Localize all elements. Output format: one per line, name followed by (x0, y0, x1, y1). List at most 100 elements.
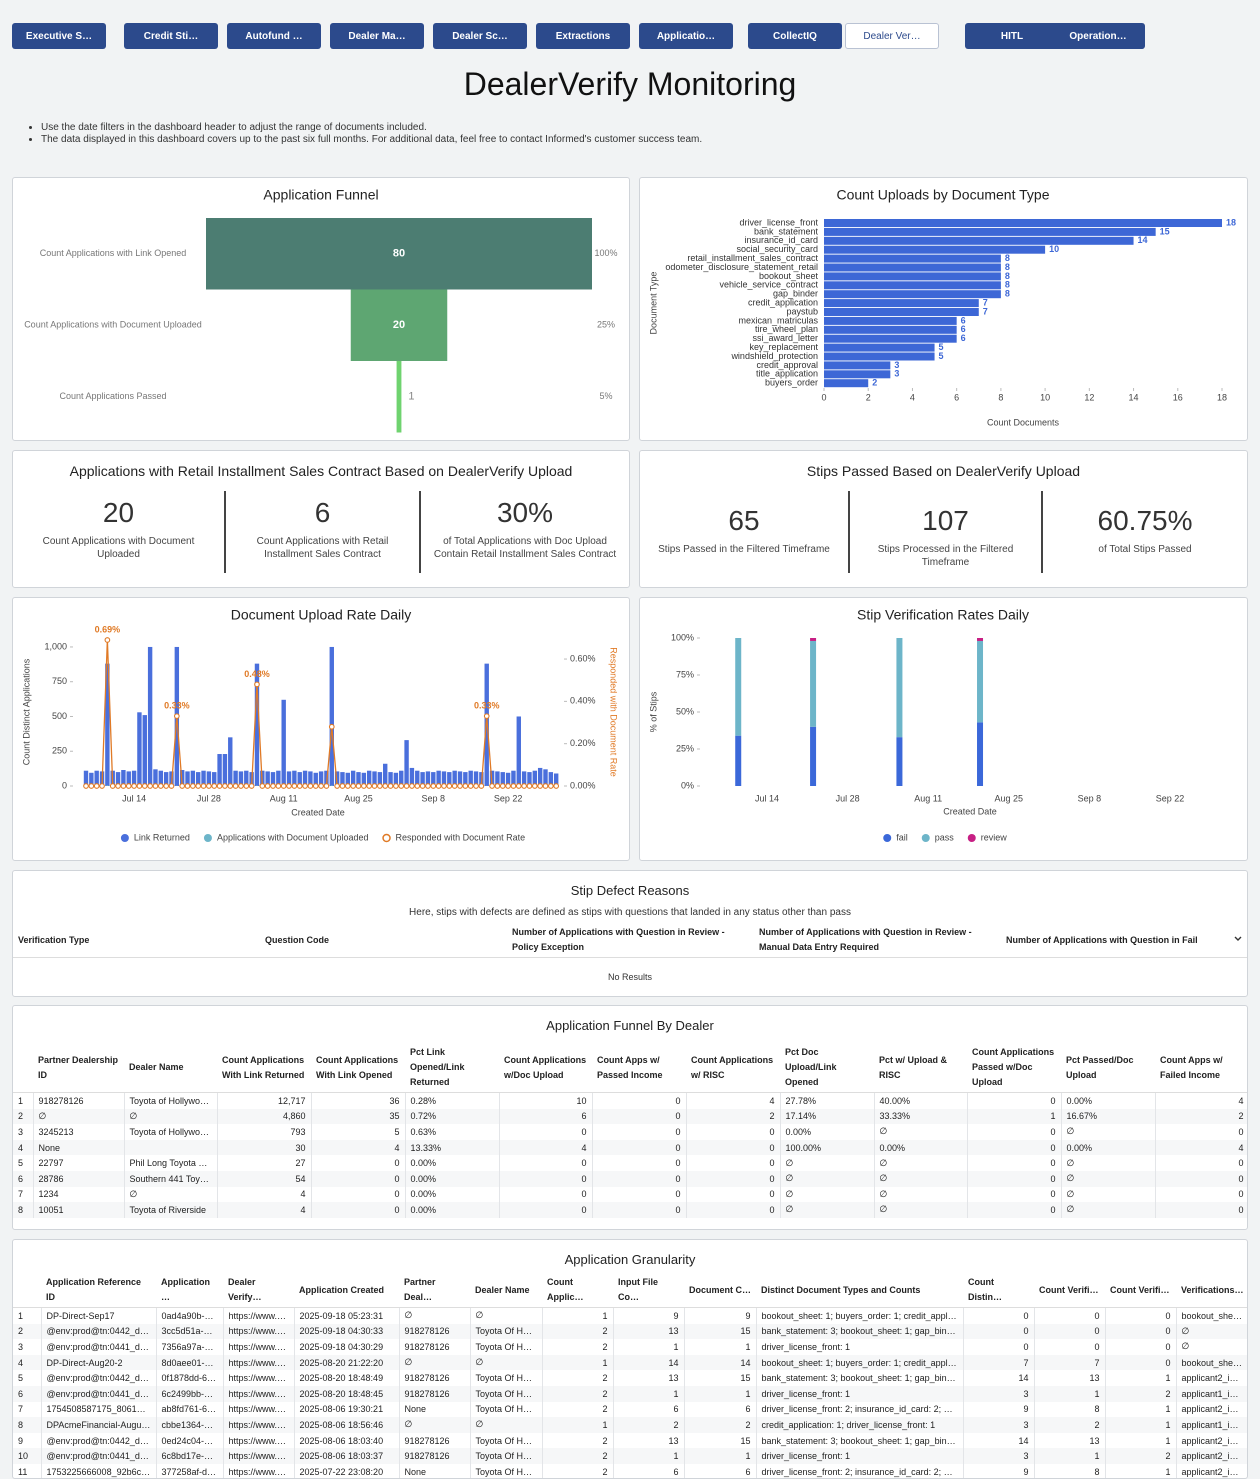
table-cell: 7 (963, 1355, 1034, 1371)
table-cell: 13.33% (405, 1140, 499, 1156)
table-cell: https://www.… (223, 1464, 294, 1479)
table-cell: 30 (217, 1140, 311, 1156)
table-cell: Toyota Of H… (470, 1464, 542, 1479)
table-cell: 6 (684, 1464, 756, 1479)
nav-tab[interactable]: Extractions (536, 23, 630, 49)
table-cell: 0 (311, 1155, 405, 1171)
table-cell: 918278126 (399, 1433, 470, 1449)
table-cell: 0ed24c04-4… (156, 1433, 223, 1449)
table-cell: 16.67% (1061, 1109, 1155, 1125)
column-header: Pct w/ Upload & RISC (874, 1043, 967, 1093)
table-cell: 1 (1034, 1386, 1105, 1402)
table-cell: None (399, 1402, 470, 1418)
table-cell: 0 (499, 1187, 592, 1203)
row-number: 10 (13, 1448, 41, 1464)
table-cell: 4 (1155, 1140, 1248, 1156)
table-cell: 2 (686, 1109, 780, 1125)
table-cell: 0.00% (405, 1171, 499, 1187)
table-cell: ∅ (780, 1155, 874, 1171)
table-cell: ∅ (780, 1187, 874, 1203)
table-cell: 0 (967, 1171, 1061, 1187)
nav-tab[interactable]: Operation… (1051, 23, 1145, 49)
nav-tab[interactable]: Dealer Ver… (845, 23, 939, 49)
nav-tab[interactable]: Autofund … (227, 23, 321, 49)
table-cell: 0.00% (405, 1202, 499, 1218)
table-cell: ∅ (874, 1202, 967, 1218)
empty-message: No Results (13, 972, 1247, 982)
column-header: Document C… (684, 1273, 756, 1308)
nav-tab[interactable]: CollectIQ (748, 23, 842, 49)
table-cell: ∅ (399, 1417, 470, 1433)
table-row: 5@env:prod@tn:0442_d…0f1878dd-6…https://… (13, 1370, 1248, 1386)
table-cell: 4 (311, 1140, 405, 1156)
table-cell: 0 (686, 1155, 780, 1171)
table-cell: https://www.… (223, 1370, 294, 1386)
table-cell: 0 (1155, 1187, 1248, 1203)
column-header: Question Code (260, 923, 507, 958)
nav-tab[interactable]: Credit Sti… (124, 23, 218, 49)
table-cell: 0 (967, 1124, 1061, 1140)
table-cell: 2025-08-20 18:48:45 (294, 1386, 399, 1402)
table-cell: 3245213 (33, 1124, 124, 1140)
nav-tab[interactable]: HITL (965, 23, 1059, 49)
column-header: Distinct Document Types and Counts (756, 1273, 963, 1308)
table-cell: ∅ (470, 1308, 542, 1324)
row-number: 3 (13, 1339, 41, 1355)
table-cell: @env:prod@tn:0442_d… (41, 1324, 156, 1340)
table-cell: 1 (684, 1339, 756, 1355)
kpi-value: 30% (429, 497, 621, 529)
table-cell: credit_application: 1; driver_license_fr… (756, 1417, 963, 1433)
table-cell: 918278126 (399, 1324, 470, 1340)
kpi-label: Stips Processed in the Filtered Timefram… (858, 543, 1033, 569)
column-header: Dealer Verify… (223, 1273, 294, 1308)
table-cell: 3 (963, 1448, 1034, 1464)
column-header: Partner Dealership ID (33, 1043, 124, 1093)
table-cell: https://www.… (223, 1402, 294, 1418)
table-cell: 1754508587175_8061… (41, 1402, 156, 1418)
table-cell: 1753225666008_92b6c… (41, 1464, 156, 1479)
table-cell: 13 (613, 1324, 684, 1340)
table-cell: ab8fd761-6… (156, 1402, 223, 1418)
nav-tab[interactable]: Dealer Ma… (330, 23, 424, 49)
table-cell: 0 (1034, 1324, 1105, 1340)
nav-tab[interactable]: Dealer Sc… (433, 23, 527, 49)
granularity-panel: Application Granularity Application Refe… (12, 1239, 1248, 1479)
table-cell: DP-Direct-Sep17 (41, 1308, 156, 1324)
column-header: Pct Passed/Doc Upload (1061, 1043, 1155, 1093)
column-header: Dealer Name (124, 1043, 217, 1093)
table-cell: 2 (1034, 1417, 1105, 1433)
table-cell: driver_license_front: 2; insurance_id_ca… (756, 1402, 963, 1418)
table-cell: 0 (592, 1093, 686, 1109)
table-cell: 13 (1034, 1433, 1105, 1449)
table-cell: 0 (592, 1140, 686, 1156)
table-cell: 2025-08-20 21:22:20 (294, 1355, 399, 1371)
table-row: 2@env:prod@tn:0442_d…3cc5d51a-b…https://… (13, 1324, 1248, 1340)
table-cell: DP-Direct-Aug20-2 (41, 1355, 156, 1371)
table-cell: 22797 (33, 1155, 124, 1171)
nav-tab[interactable]: Applicatio… (639, 23, 733, 49)
table-cell: 918278126 (399, 1448, 470, 1464)
row-number: 3 (13, 1124, 33, 1140)
table-cell: applicant2_i… (1176, 1464, 1248, 1479)
nav-tab[interactable]: Executive S… (12, 23, 106, 49)
row-number: 5 (13, 1370, 41, 1386)
table-cell: https://www.… (223, 1308, 294, 1324)
panel-title: Application Funnel By Dealer (13, 1018, 1247, 1033)
column-header: Number of Applications with Question in … (507, 923, 754, 958)
table-cell: 2 (542, 1402, 613, 1418)
table-cell: 9 (963, 1402, 1034, 1418)
table-cell: 2 (542, 1433, 613, 1449)
column-header: Dealer Name (470, 1273, 542, 1308)
table-cell: None (33, 1140, 124, 1156)
